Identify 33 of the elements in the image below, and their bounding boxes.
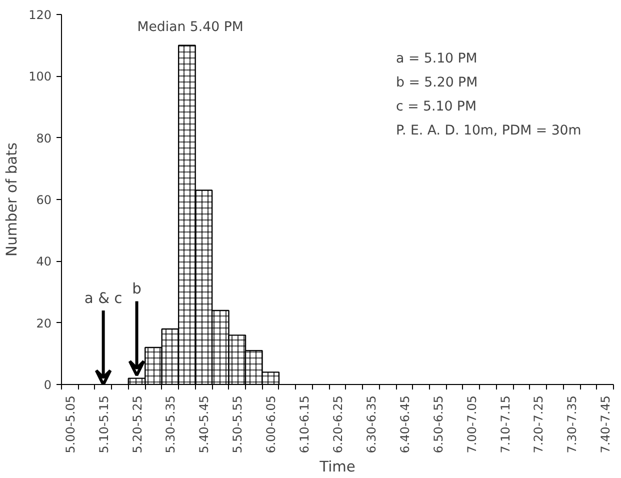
y-tick-label: 0 <box>44 378 52 392</box>
y-tick-label: 20 <box>36 316 52 330</box>
x-tick-label: 5.10-5.15 <box>96 395 111 454</box>
x-tick-label: 6.00-6.05 <box>264 395 278 454</box>
x-tick-label: 5.00-5.05 <box>63 395 78 454</box>
x-tick-label: 5.50-5.55 <box>230 395 245 454</box>
x-tick-label: 7.20-7.25 <box>532 395 546 454</box>
x-tick-label: 5.30-5.35 <box>164 395 178 454</box>
y-tick-label: 40 <box>36 254 52 269</box>
x-tick-label: 6.30-6.35 <box>364 395 378 454</box>
annotation: a & c <box>84 290 122 307</box>
x-tick-label: 5.40-5.45 <box>197 395 212 454</box>
y-tick-label: 120 <box>28 8 52 22</box>
annotation: a = 5.10 PM <box>396 52 478 66</box>
x-tick-label: 5.20-5.25 <box>130 395 144 454</box>
annotation: b <box>132 280 142 298</box>
annotation: c = 5.10 PM <box>396 100 476 115</box>
annotation: Median 5.40 PM <box>137 20 244 36</box>
x-tick-label: 6.40-6.45 <box>398 395 412 454</box>
x-tick-label: 7.40-7.45 <box>598 395 613 454</box>
x-tick-label: 7.00-7.05 <box>464 395 479 454</box>
annotation: P. E. A. D. 10m, PDM = 30m <box>396 124 582 139</box>
x-tick-label: 7.30-7.35 <box>565 395 580 454</box>
y-tick-label: 60 <box>36 193 52 207</box>
y-tick-label: 80 <box>36 131 52 146</box>
y-axis-title: Number of bats <box>4 142 21 256</box>
x-axis-title: Time <box>318 458 356 476</box>
x-tick-label: 6.10-6.15 <box>298 395 312 454</box>
x-tick-label: 7.10-7.15 <box>498 395 512 454</box>
annotation: b = 5.20 PM <box>396 76 478 91</box>
x-tick-label: 6.20-6.25 <box>331 395 345 454</box>
y-tick-label: 100 <box>28 70 52 84</box>
x-tick-label: 6.50-6.55 <box>431 395 446 454</box>
